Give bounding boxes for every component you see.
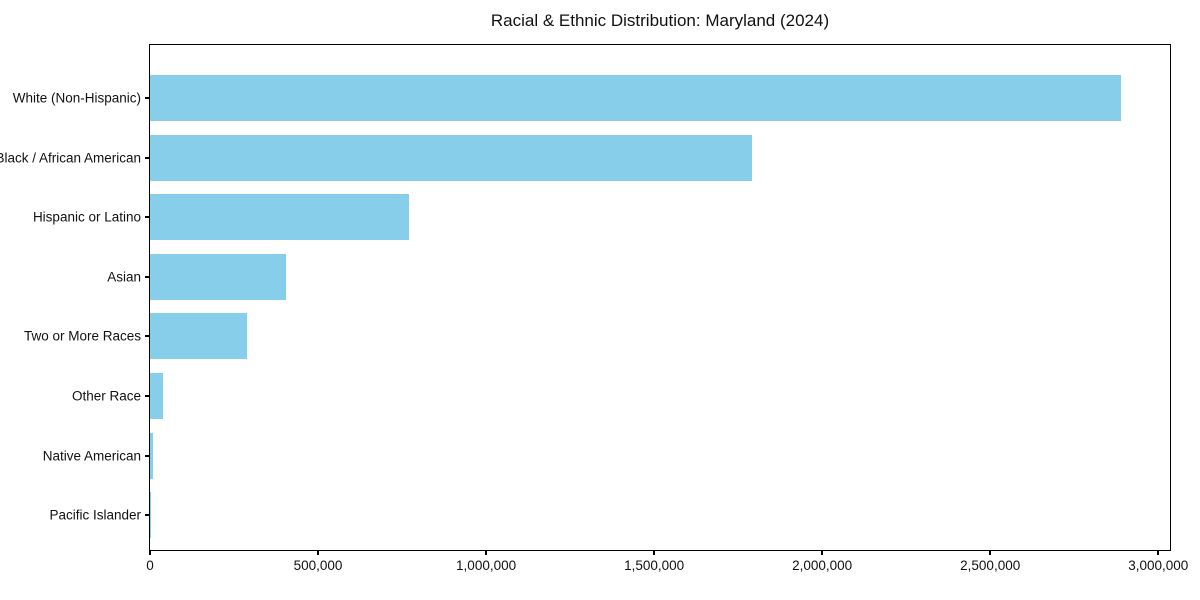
bar (150, 492, 151, 539)
y-axis-tick (145, 395, 149, 397)
y-axis-label: Black / African American (0, 150, 141, 166)
x-axis-label: 0 (146, 558, 154, 573)
y-axis-tick (145, 216, 149, 219)
x-axis-tick (989, 551, 991, 555)
y-axis-label: Pacific Islander (49, 507, 141, 523)
x-axis-tick (1157, 551, 1159, 555)
x-axis-label: 2,500,000 (960, 558, 1021, 573)
y-axis-label: Asian (107, 269, 141, 285)
y-axis-tick (145, 454, 149, 457)
x-axis-label: 2,000,000 (792, 558, 853, 573)
bar (150, 194, 410, 241)
x-axis-tick (317, 551, 319, 555)
x-axis-label: 500,000 (293, 558, 343, 573)
bar (150, 432, 154, 479)
y-axis-tick (145, 514, 149, 517)
y-axis-label: Native American (42, 448, 141, 464)
chart-title: Racial & Ethnic Distribution: Maryland (… (490, 11, 830, 30)
y-axis-tick (145, 335, 149, 338)
y-axis-label: White (Non-Hispanic) (12, 90, 141, 106)
x-axis-tick (485, 551, 487, 555)
bar (150, 373, 164, 419)
bar (150, 75, 1122, 121)
y-axis-tick (145, 97, 149, 99)
y-axis-label: Hispanic or Latino (32, 209, 141, 225)
x-axis-tick (821, 551, 823, 555)
bar (150, 253, 286, 300)
y-axis-label: Other Race (71, 388, 141, 404)
x-axis-label: 1,000,000 (456, 558, 517, 573)
x-axis-label: 3,000,000 (1128, 558, 1189, 573)
x-axis-tick (149, 551, 151, 555)
plot-area: White (Non-Hispanic) Black / African Amer… (0, 44, 1188, 573)
bar (150, 134, 753, 181)
y-axis-tick (145, 156, 149, 159)
bar (150, 313, 247, 360)
x-axis-tick (653, 551, 655, 555)
y-axis-tick (145, 275, 149, 278)
y-axis-label: Two or More Races (23, 328, 141, 344)
x-axis-label: 1,500,000 (624, 558, 685, 573)
